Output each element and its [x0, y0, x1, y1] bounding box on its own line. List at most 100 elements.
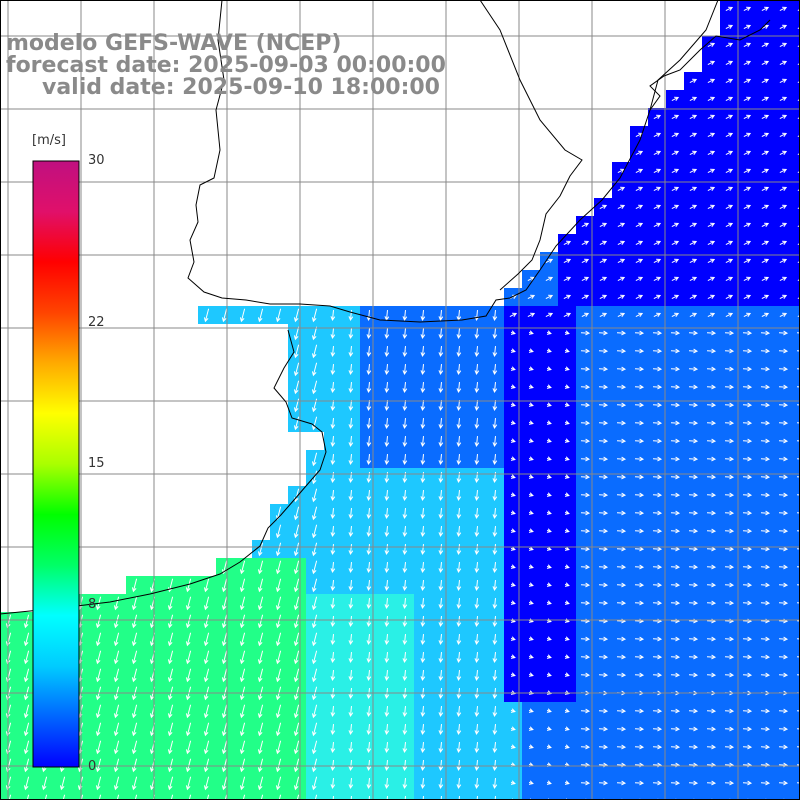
wind-arrow [742, 708, 753, 714]
wind-arrow [778, 456, 789, 462]
wind-arrow [348, 399, 354, 412]
wind-arrow [330, 579, 336, 592]
wind-arrow [402, 615, 408, 628]
wind-arrow [438, 633, 444, 646]
wind-arrow [760, 528, 771, 534]
wind-arrow [742, 528, 753, 534]
wind-arrow [131, 668, 138, 683]
wind-arrow [564, 366, 570, 371]
wind-arrow [257, 704, 264, 719]
wind-arrow [653, 204, 662, 210]
wind-arrow [456, 705, 462, 718]
wind-arrow [761, 42, 770, 48]
wind-arrow [725, 222, 734, 228]
wind-arrow [707, 258, 716, 264]
wind-arrow [797, 98, 800, 101]
wind-arrow [185, 614, 192, 629]
field-cell [36, 792, 54, 800]
wind-arrow [476, 795, 478, 800]
wind-arrow [742, 348, 753, 354]
wind-arrow [743, 24, 752, 30]
wind-arrow [348, 579, 354, 592]
wind-arrow [330, 435, 336, 448]
field-cell [576, 792, 594, 800]
wind-arrow [420, 363, 426, 376]
wind-arrow [203, 308, 210, 323]
wind-arrow [761, 150, 770, 156]
wind-arrow [510, 672, 516, 677]
field-cell [792, 0, 800, 18]
wind-arrow [80, 794, 84, 800]
wind-arrow [296, 794, 300, 800]
wind-arrow [564, 492, 570, 497]
wind-arrow [796, 476, 800, 478]
wind-arrow [616, 654, 627, 660]
wind-arrow [635, 150, 644, 156]
wind-arrow [778, 546, 789, 552]
wind-arrow [311, 650, 318, 665]
wind-arrow [510, 402, 516, 407]
wind-arrow [510, 600, 516, 605]
wind-arrow [778, 780, 789, 786]
wind-arrow [438, 741, 444, 754]
wind-arrow [185, 776, 192, 791]
wind-arrow [779, 240, 788, 246]
wind-arrow [689, 312, 698, 318]
wind-arrow [330, 489, 336, 502]
wind-arrow [546, 600, 552, 605]
wind-arrow [634, 510, 645, 516]
wind-arrow [598, 672, 609, 678]
wind-arrow [456, 633, 462, 646]
wind-arrow [330, 561, 336, 574]
field-cell [792, 162, 800, 180]
wind-arrow [796, 602, 800, 604]
wind-arrow [167, 596, 174, 611]
wind-arrow [724, 780, 735, 786]
wind-arrow [670, 402, 681, 408]
wind-arrow [796, 440, 800, 442]
wind-arrow [616, 366, 627, 372]
wind-arrow [492, 327, 498, 340]
wind-arrow [706, 420, 717, 426]
field-cell [630, 792, 648, 800]
wind-arrow [420, 309, 426, 322]
field-cell [270, 792, 288, 800]
wind-arrow [796, 386, 800, 388]
wind-arrow [528, 492, 534, 497]
wind-arrow [314, 794, 318, 800]
wind-arrow [474, 597, 480, 610]
wind-arrow [725, 204, 734, 210]
field-cell [108, 792, 126, 800]
wind-arrow [330, 309, 336, 322]
wind-arrow [384, 615, 390, 628]
wind-arrow [564, 456, 570, 461]
wind-arrow [761, 96, 770, 102]
wind-arrow [796, 656, 800, 658]
wind-arrow [23, 758, 30, 773]
wind-arrow [311, 452, 318, 467]
wind-arrow [348, 705, 354, 718]
wind-arrow [689, 168, 698, 174]
wind-arrow [348, 669, 354, 682]
wind-arrow [634, 600, 645, 606]
wind-arrow [492, 417, 498, 430]
wind-arrow [761, 78, 770, 84]
wind-arrow [492, 597, 498, 610]
wind-arrow [797, 188, 800, 191]
wind-arrow [778, 582, 789, 588]
wind-arrow [368, 795, 370, 800]
wind-arrow [671, 258, 680, 264]
wind-arrow [546, 474, 552, 479]
field-cell [54, 792, 72, 800]
wind-arrow [402, 579, 408, 592]
wind-arrow [599, 222, 608, 228]
wind-arrow [635, 186, 644, 192]
wind-arrow [743, 312, 752, 318]
wind-arrow [546, 348, 552, 353]
wind-arrow [761, 168, 770, 174]
wind-arrow [725, 294, 734, 300]
field-cell [792, 648, 800, 666]
wind-arrow [458, 795, 460, 800]
wind-arrow [23, 632, 30, 647]
wind-arrow [778, 672, 789, 678]
